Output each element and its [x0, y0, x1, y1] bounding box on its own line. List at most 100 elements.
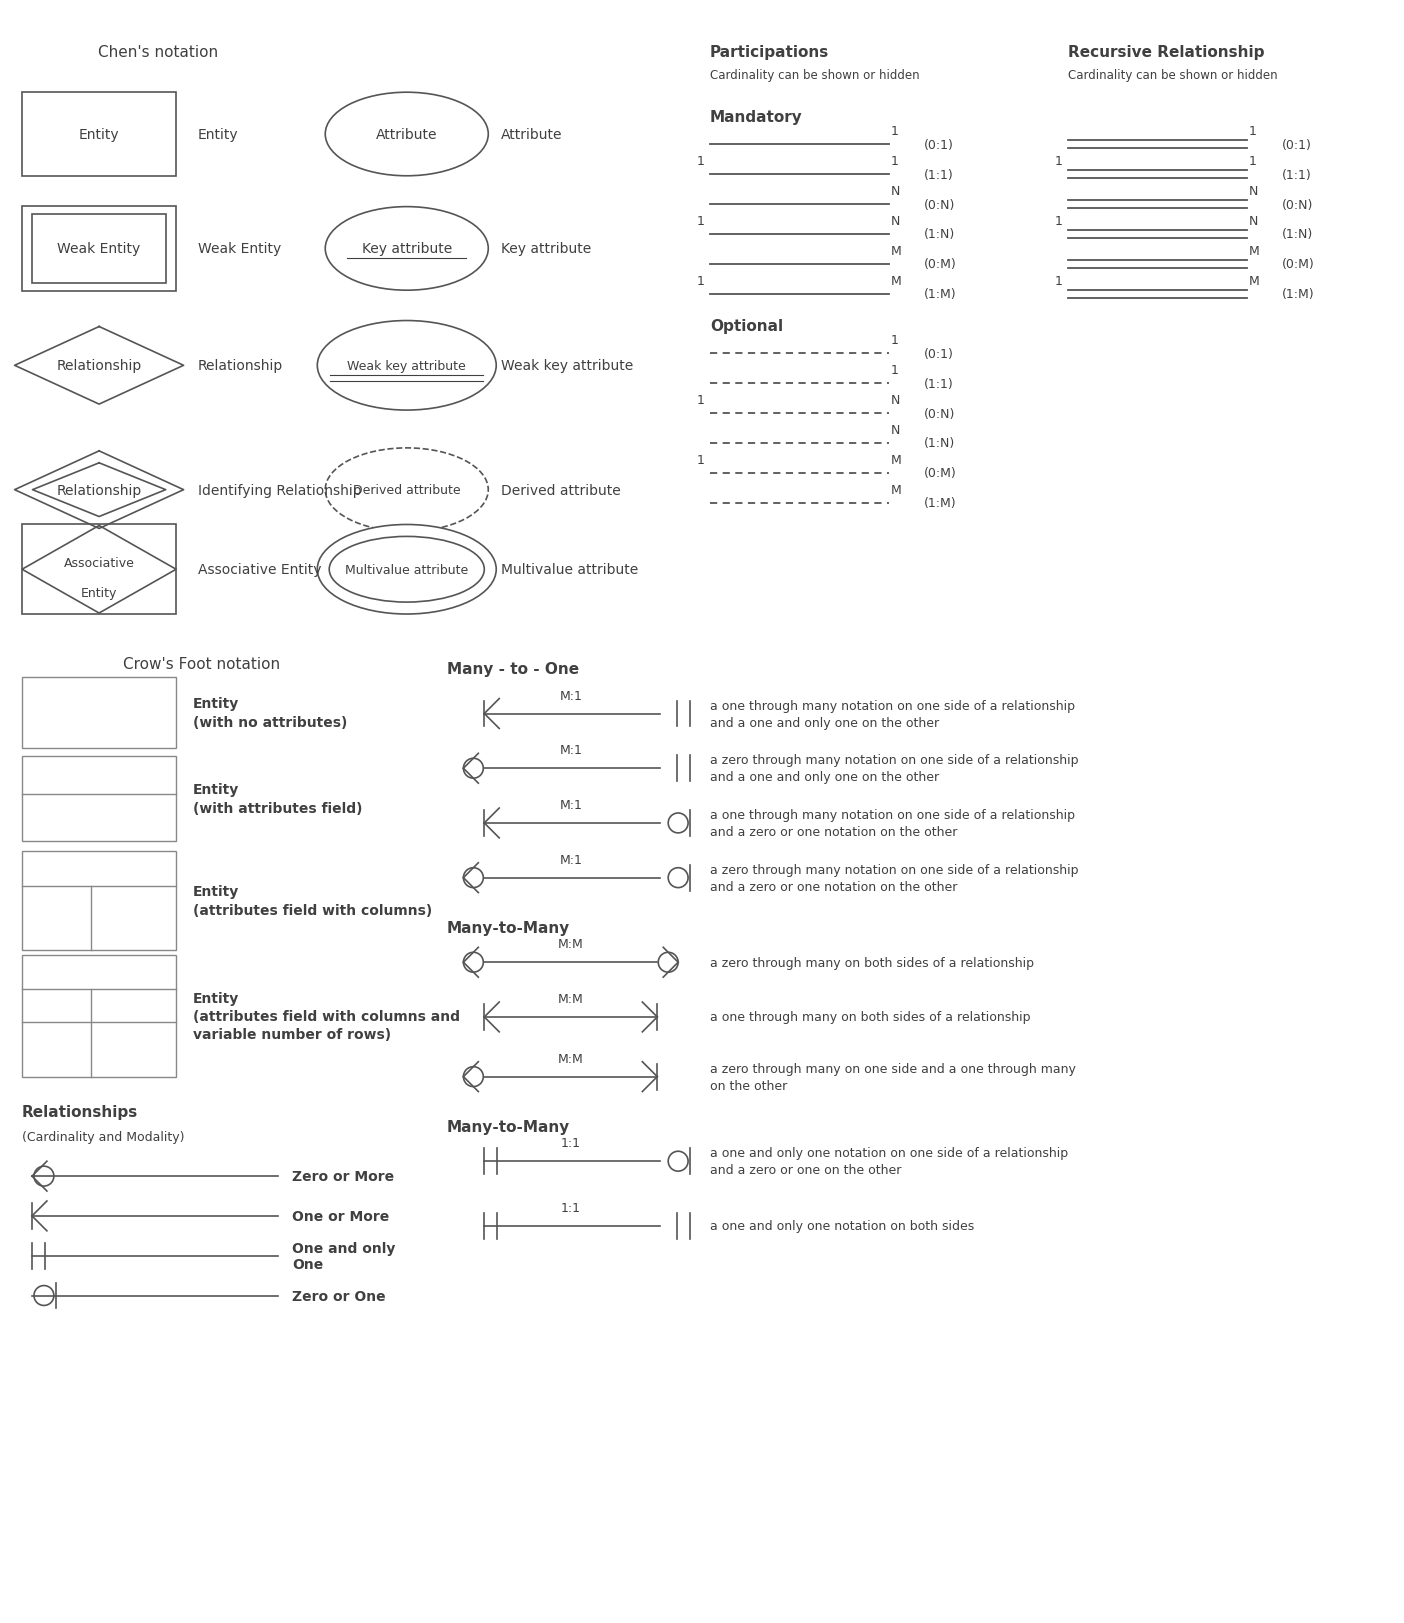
Text: M:1: M:1: [559, 799, 583, 812]
Text: 1: 1: [892, 125, 899, 138]
Text: a one through many notation on one side of a relationship
and a zero or one nota: a one through many notation on one side …: [710, 808, 1075, 839]
Text: Relationship: Relationship: [56, 359, 142, 373]
Ellipse shape: [326, 208, 489, 291]
Text: Cardinality can be shown or hidden: Cardinality can be shown or hidden: [1068, 70, 1278, 83]
FancyBboxPatch shape: [22, 677, 176, 748]
Text: Many-to-Many: Many-to-Many: [446, 1120, 570, 1134]
Text: Associative Entity: Associative Entity: [198, 563, 322, 576]
Text: 1: 1: [698, 156, 705, 169]
Text: Entity
(attributes field with columns and
variable number of rows): Entity (attributes field with columns an…: [192, 992, 461, 1042]
Text: M:1: M:1: [559, 854, 583, 867]
Text: M: M: [892, 274, 901, 287]
Text: Many - to - One: Many - to - One: [446, 662, 578, 677]
Text: M: M: [1248, 245, 1259, 258]
Text: Identifying Relationship: Identifying Relationship: [198, 484, 362, 497]
Text: Many-to-Many: Many-to-Many: [446, 920, 570, 935]
Text: Entity: Entity: [198, 128, 239, 141]
FancyBboxPatch shape: [22, 756, 176, 841]
Text: 1: 1: [698, 274, 705, 287]
Text: a zero through many on both sides of a relationship: a zero through many on both sides of a r…: [710, 956, 1033, 969]
Text: One and only
One: One and only One: [292, 1242, 396, 1271]
Text: 1: 1: [698, 453, 705, 466]
Text: (1:1): (1:1): [924, 378, 953, 391]
Text: Recursive Relationship: Recursive Relationship: [1068, 45, 1265, 60]
Text: N: N: [892, 185, 900, 198]
Ellipse shape: [326, 448, 489, 532]
Text: a zero through many on one side and a one through many
on the other: a zero through many on one side and a on…: [710, 1061, 1075, 1092]
Text: Relationship: Relationship: [198, 359, 284, 373]
Text: M:M: M:M: [557, 1052, 584, 1065]
FancyBboxPatch shape: [22, 526, 176, 615]
Text: a zero through many notation on one side of a relationship
and a one and only on: a zero through many notation on one side…: [710, 753, 1078, 784]
Text: Multivalue attribute: Multivalue attribute: [345, 563, 469, 576]
Text: (1:1): (1:1): [924, 169, 953, 182]
Text: N: N: [892, 424, 900, 437]
Text: Attribute: Attribute: [376, 128, 438, 141]
Text: 1:1: 1:1: [560, 1201, 581, 1214]
Text: (Cardinality and Modality): (Cardinality and Modality): [22, 1130, 184, 1143]
Text: One or More: One or More: [292, 1209, 390, 1224]
Text: Weak Entity: Weak Entity: [198, 242, 281, 256]
Text: M: M: [1248, 274, 1259, 287]
Text: Multivalue attribute: Multivalue attribute: [501, 563, 639, 576]
Text: Participations: Participations: [710, 45, 830, 60]
Text: (1:M): (1:M): [924, 287, 956, 300]
Text: Entity
(with no attributes): Entity (with no attributes): [192, 696, 347, 729]
Text: Relationship: Relationship: [56, 484, 142, 497]
Text: M:1: M:1: [559, 743, 583, 756]
FancyBboxPatch shape: [22, 208, 176, 292]
Text: (0:1): (0:1): [924, 140, 953, 153]
Text: Entity
(attributes field with columns): Entity (attributes field with columns): [192, 885, 432, 917]
Text: Derived attribute: Derived attribute: [352, 484, 461, 497]
Text: a one through many on both sides of a relationship: a one through many on both sides of a re…: [710, 1011, 1031, 1024]
Text: 1: 1: [1248, 156, 1257, 169]
Text: (1:N): (1:N): [924, 229, 955, 242]
Text: 1: 1: [892, 364, 899, 377]
Text: Weak Entity: Weak Entity: [58, 242, 140, 256]
Text: Key attribute: Key attribute: [501, 242, 591, 256]
Text: N: N: [1248, 185, 1258, 198]
Text: (0:1): (0:1): [1282, 140, 1311, 153]
Text: M: M: [892, 453, 901, 466]
Text: Mandatory: Mandatory: [710, 110, 803, 125]
Text: (0:M): (0:M): [924, 258, 956, 271]
Text: 1: 1: [698, 214, 705, 227]
FancyBboxPatch shape: [22, 852, 176, 951]
Text: 1: 1: [892, 334, 899, 347]
Text: (0:N): (0:N): [1282, 198, 1313, 211]
Ellipse shape: [329, 537, 484, 602]
Ellipse shape: [317, 321, 496, 411]
Text: Zero or One: Zero or One: [292, 1289, 386, 1303]
Text: 1: 1: [1054, 214, 1063, 227]
Text: 1: 1: [892, 156, 899, 169]
Text: Entity: Entity: [79, 128, 119, 141]
Text: M:M: M:M: [557, 992, 584, 1005]
Text: (1:N): (1:N): [924, 437, 955, 450]
Text: Entity: Entity: [81, 586, 118, 599]
Text: 1:1: 1:1: [560, 1136, 581, 1149]
Text: Zero or More: Zero or More: [292, 1170, 395, 1183]
Text: M: M: [892, 484, 901, 497]
Text: Crow's Foot notation: Crow's Foot notation: [124, 657, 281, 672]
Text: Derived attribute: Derived attribute: [501, 484, 621, 497]
Text: (1:M): (1:M): [1282, 287, 1314, 300]
Text: Entity
(with attributes field): Entity (with attributes field): [192, 782, 362, 815]
Text: M:1: M:1: [559, 690, 583, 703]
Text: (0:1): (0:1): [924, 347, 953, 360]
Text: Weak key attribute: Weak key attribute: [347, 360, 466, 373]
FancyBboxPatch shape: [32, 214, 166, 284]
FancyBboxPatch shape: [22, 956, 176, 1078]
Text: (0:M): (0:M): [1282, 258, 1314, 271]
Ellipse shape: [326, 93, 489, 177]
Text: Chen's notation: Chen's notation: [98, 45, 218, 60]
Text: a one through many notation on one side of a relationship
and a one and only one: a one through many notation on one side …: [710, 700, 1075, 729]
Text: N: N: [892, 394, 900, 407]
Text: a one and only one notation on both sides: a one and only one notation on both side…: [710, 1219, 974, 1232]
Text: Optional: Optional: [710, 318, 783, 334]
Text: Weak key attribute: Weak key attribute: [501, 359, 633, 373]
Text: (0:N): (0:N): [924, 407, 955, 420]
Text: 1: 1: [1054, 156, 1063, 169]
Text: Attribute: Attribute: [501, 128, 563, 141]
Text: Associative: Associative: [63, 557, 135, 570]
Text: (1:M): (1:M): [924, 497, 956, 510]
